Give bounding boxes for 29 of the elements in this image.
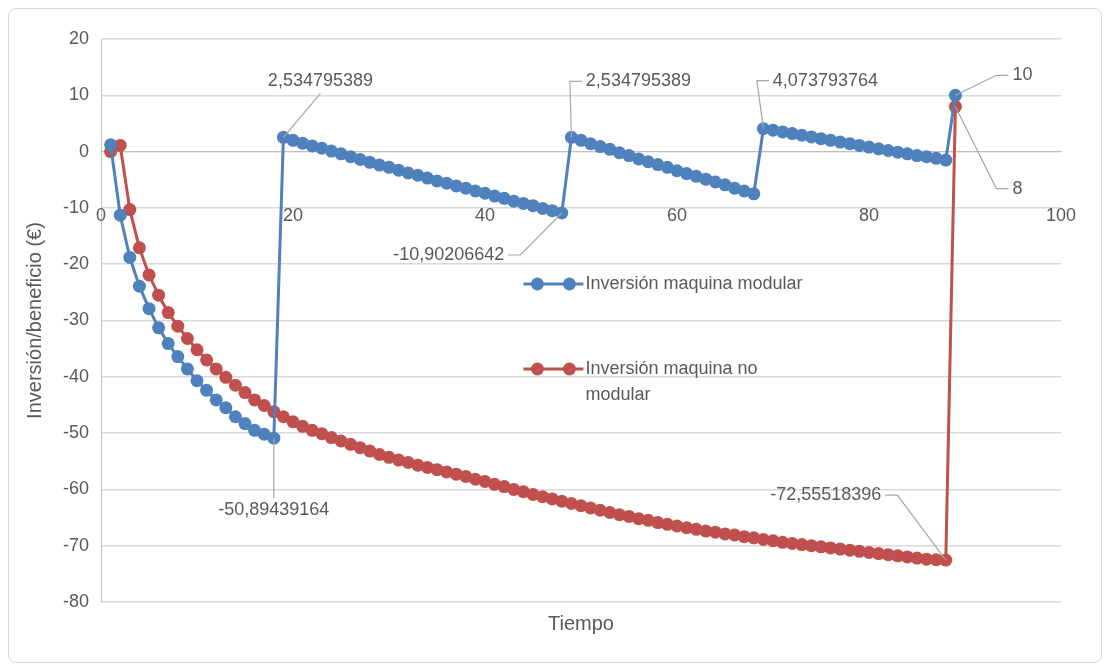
y-tick-label: 20: [68, 27, 90, 48]
y-axis-title: Inversión/beneficio (€): [22, 222, 45, 419]
x-tick-label: 20: [283, 205, 304, 226]
x-axis-title: Tiempo: [548, 611, 614, 634]
annotation: 10: [1012, 64, 1033, 85]
y-tick-label: -50: [63, 422, 90, 443]
x-tick-label: 40: [474, 205, 496, 226]
y-tick-label: -20: [63, 253, 90, 274]
y-tick-label: -80: [63, 590, 90, 611]
y-tick-label: -70: [63, 534, 90, 555]
annotation: 4,073793764: [772, 69, 878, 90]
y-tick-label: -10: [63, 196, 90, 217]
x-tick-label: 100: [1045, 205, 1077, 226]
y-tick-label: 0: [79, 140, 90, 161]
y-tick-label: -30: [63, 309, 90, 330]
legend-label: Inversión maquina no modular: [585, 357, 758, 404]
annotation: -72,55518396: [770, 484, 882, 505]
legend-label: Inversión maquina modular: [585, 272, 803, 293]
annotation: -10,90206642: [393, 243, 505, 264]
annotation: 8: [1012, 177, 1023, 198]
x-tick-label: 60: [666, 205, 688, 226]
y-tick-label: -40: [63, 365, 90, 386]
y-tick-label: 10: [68, 84, 90, 105]
x-tick-label: 80: [858, 205, 880, 226]
x-tick-label: 0: [96, 205, 107, 226]
annotation: -50,89439164: [218, 499, 330, 520]
annotation: 2,534795389: [267, 70, 373, 91]
y-tick-label: -60: [63, 478, 90, 499]
annotation: 2,534795389: [585, 70, 691, 91]
